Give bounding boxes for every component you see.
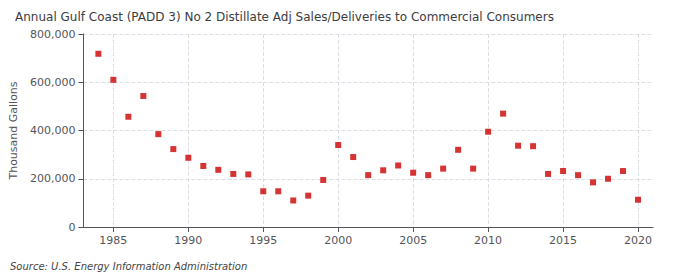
- svg-text:2005: 2005: [399, 234, 427, 247]
- svg-text:Annual Gulf Coast (PADD 3) No: Annual Gulf Coast (PADD 3) No 2 Distilla…: [15, 10, 554, 24]
- svg-text:2015: 2015: [549, 234, 577, 247]
- svg-text:1985: 1985: [99, 234, 127, 247]
- svg-text:400,000: 400,000: [30, 124, 76, 137]
- svg-text:1990: 1990: [174, 234, 202, 247]
- svg-text:0: 0: [68, 221, 75, 234]
- svg-text:2020: 2020: [624, 234, 652, 247]
- svg-text:200,000: 200,000: [30, 172, 76, 185]
- svg-text:600,000: 600,000: [30, 76, 76, 89]
- svg-text:800,000: 800,000: [30, 28, 76, 41]
- svg-text:Thousand Gallons: Thousand Gallons: [7, 81, 20, 180]
- svg-text:2000: 2000: [324, 234, 352, 247]
- svg-text:2010: 2010: [474, 234, 502, 247]
- svg-text:Source: U.S. Energy Informatio: Source: U.S. Energy Information Administ…: [10, 261, 247, 272]
- svg-text:1995: 1995: [249, 234, 277, 247]
